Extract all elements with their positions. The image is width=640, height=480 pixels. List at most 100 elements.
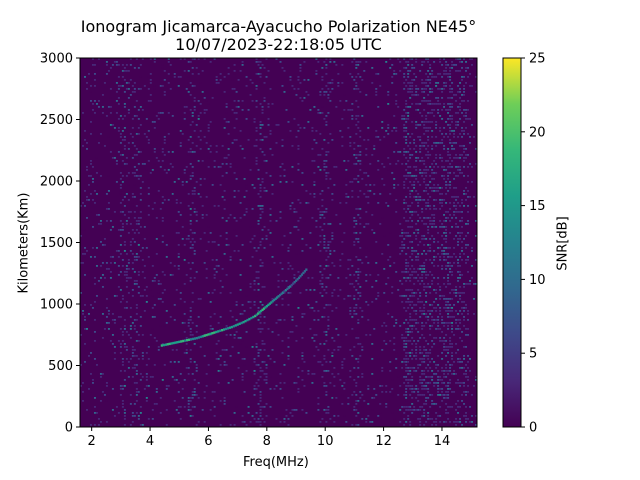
heatmap-cell — [231, 316, 234, 318]
heatmap-cell — [89, 256, 92, 258]
heatmap-cell — [189, 277, 192, 279]
heatmap-cell — [389, 82, 392, 84]
heatmap-cell — [179, 142, 182, 144]
y-tick-label: 1500 — [40, 236, 73, 251]
heatmap-cell — [117, 286, 120, 288]
heatmap-cell — [463, 121, 466, 123]
heatmap-cell — [305, 412, 308, 414]
heatmap-cell — [189, 307, 192, 309]
heatmap-cell — [309, 121, 312, 123]
heatmap-cell — [415, 154, 418, 156]
heatmap-cell — [145, 247, 148, 249]
heatmap-cell — [343, 160, 346, 162]
heatmap-cell — [449, 61, 452, 63]
heatmap-cell — [339, 130, 342, 132]
heatmap-cell — [451, 265, 454, 267]
heatmap-cell — [259, 367, 262, 369]
heatmap-cell — [427, 145, 430, 147]
heatmap-cell — [95, 157, 98, 159]
heatmap-cell — [427, 79, 430, 81]
heatmap-cell — [391, 286, 394, 288]
heatmap-cell — [259, 373, 262, 375]
heatmap-cell — [125, 286, 128, 288]
heatmap-cell — [113, 319, 116, 321]
heatmap-cell — [415, 358, 418, 360]
heatmap-cell — [371, 304, 374, 306]
heatmap-cell — [455, 295, 458, 297]
heatmap-cell — [355, 88, 358, 90]
heatmap-cell — [451, 115, 454, 117]
heatmap-cell — [313, 274, 316, 276]
heatmap-cell — [431, 70, 434, 72]
heatmap-cell — [445, 133, 448, 135]
heatmap-cell — [315, 301, 318, 303]
heatmap-cell — [283, 418, 286, 420]
heatmap-cell — [265, 160, 268, 162]
heatmap-cell — [467, 379, 470, 381]
heatmap-cell — [465, 115, 468, 117]
heatmap-cell — [295, 136, 298, 138]
heatmap-cell — [405, 103, 408, 105]
heatmap-cell — [417, 214, 420, 216]
heatmap-cell — [239, 307, 242, 309]
heatmap-cell — [235, 301, 238, 303]
heatmap-cell — [303, 313, 306, 315]
heatmap-cell — [163, 325, 166, 327]
heatmap-cell — [233, 64, 236, 66]
heatmap-cell — [423, 250, 426, 252]
heatmap-cell — [423, 253, 426, 255]
heatmap-cell — [103, 82, 106, 84]
heatmap-cell — [365, 334, 368, 336]
heatmap-cell — [417, 424, 420, 426]
heatmap-cell — [425, 253, 428, 255]
heatmap-cell — [431, 346, 434, 348]
heatmap-cell — [183, 322, 186, 324]
heatmap-cell — [369, 121, 372, 123]
heatmap-cell — [437, 313, 440, 315]
heatmap-cell — [317, 319, 320, 321]
heatmap-cell — [177, 406, 180, 408]
heatmap-cell — [431, 223, 434, 225]
heatmap-cell — [135, 229, 138, 231]
heatmap-cell — [449, 271, 452, 273]
heatmap-cell — [191, 280, 194, 282]
heatmap-cell — [147, 130, 150, 132]
heatmap-cell — [191, 73, 194, 75]
heatmap-cell — [111, 124, 114, 126]
heatmap-cell — [447, 91, 450, 93]
heatmap-cell — [221, 175, 224, 177]
heatmap-cell — [421, 334, 424, 336]
heatmap-cell — [319, 70, 322, 72]
heatmap-cell — [407, 271, 410, 273]
heatmap-cell — [199, 346, 202, 348]
heatmap-cell — [413, 319, 416, 321]
heatmap-cell — [189, 373, 192, 375]
heatmap-cell — [105, 193, 108, 195]
heatmap-cell — [135, 100, 138, 102]
heatmap-cell — [451, 325, 454, 327]
heatmap-cell — [443, 307, 446, 309]
heatmap-cell — [355, 82, 358, 84]
heatmap-cell — [187, 124, 190, 126]
heatmap-cell — [447, 256, 450, 258]
heatmap-cell — [191, 238, 194, 240]
heatmap-cell — [89, 391, 92, 393]
heatmap-cell — [325, 211, 328, 213]
heatmap-cell — [409, 88, 412, 90]
heatmap-cell — [137, 340, 140, 342]
heatmap-cell — [467, 355, 470, 357]
heatmap-cell — [445, 214, 448, 216]
heatmap-cell — [409, 175, 412, 177]
heatmap-cell — [265, 190, 268, 192]
heatmap-cell — [325, 154, 328, 156]
heatmap-cell — [129, 394, 132, 396]
heatmap-cell — [447, 184, 450, 186]
heatmap-cell — [141, 424, 144, 426]
heatmap-cell — [425, 301, 428, 303]
heatmap-cell — [427, 136, 430, 138]
heatmap-cell — [323, 262, 326, 264]
heatmap-cell — [453, 124, 456, 126]
heatmap-cell — [80, 385, 82, 387]
heatmap-cell — [457, 226, 460, 228]
heatmap-cell — [341, 145, 344, 147]
